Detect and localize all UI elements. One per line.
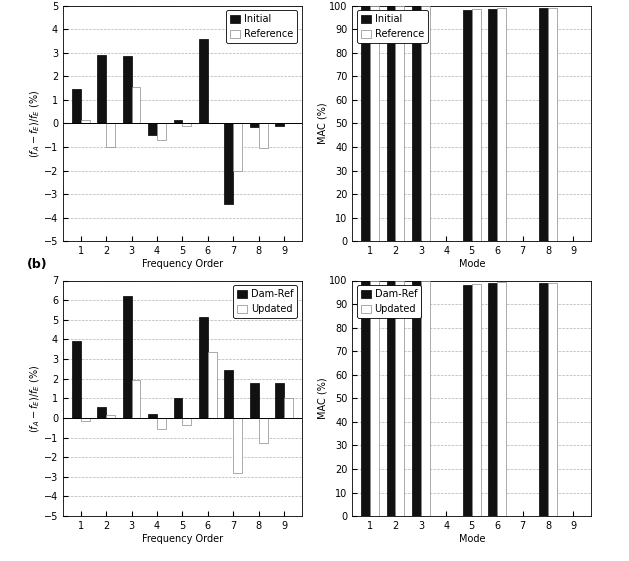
Bar: [208, 352, 217, 418]
X-axis label: Mode: Mode: [459, 259, 485, 269]
Bar: [412, 6, 421, 241]
Bar: [472, 284, 481, 516]
Bar: [225, 123, 233, 204]
Bar: [182, 123, 191, 126]
Bar: [72, 341, 81, 418]
Bar: [387, 280, 396, 516]
Bar: [370, 280, 379, 516]
Bar: [97, 55, 106, 123]
X-axis label: Frequency Order: Frequency Order: [142, 534, 223, 544]
Bar: [370, 6, 379, 241]
Legend: Dam-Ref, Updated: Dam-Ref, Updated: [357, 286, 421, 318]
Bar: [463, 285, 472, 516]
Bar: [72, 89, 81, 123]
Bar: [488, 9, 497, 241]
Bar: [396, 280, 404, 516]
Bar: [174, 398, 182, 418]
Y-axis label: MAC (%): MAC (%): [318, 103, 328, 144]
Bar: [157, 123, 166, 140]
Legend: Dam-Ref, Updated: Dam-Ref, Updated: [233, 286, 297, 318]
Bar: [131, 87, 140, 123]
Bar: [412, 280, 421, 516]
Bar: [548, 283, 557, 516]
X-axis label: Frequency Order: Frequency Order: [142, 259, 223, 269]
Bar: [539, 283, 548, 516]
Bar: [396, 6, 404, 241]
Bar: [174, 120, 182, 123]
Bar: [361, 6, 370, 241]
Bar: [250, 123, 259, 127]
Bar: [539, 8, 548, 241]
Bar: [199, 39, 208, 123]
Bar: [497, 8, 506, 241]
Bar: [284, 398, 293, 418]
Bar: [497, 282, 506, 516]
Bar: [81, 120, 89, 123]
Y-axis label: MAC (%): MAC (%): [318, 378, 328, 419]
Legend: Initial, Reference: Initial, Reference: [226, 11, 297, 43]
Bar: [148, 414, 157, 418]
Bar: [488, 283, 497, 516]
Bar: [233, 123, 242, 171]
Y-axis label: $(f_A-f_E)/f_E$ (%): $(f_A-f_E)/f_E$ (%): [29, 89, 42, 158]
Legend: Initial, Reference: Initial, Reference: [357, 11, 428, 43]
Bar: [123, 296, 131, 418]
Bar: [106, 415, 115, 418]
Bar: [276, 383, 284, 418]
Text: (b): (b): [27, 258, 48, 271]
Bar: [123, 56, 131, 123]
Bar: [421, 6, 430, 241]
Bar: [421, 280, 430, 516]
Bar: [250, 383, 259, 418]
Bar: [472, 9, 481, 241]
Bar: [233, 418, 242, 473]
Bar: [131, 380, 140, 418]
Bar: [106, 123, 115, 147]
X-axis label: Mode: Mode: [459, 534, 485, 544]
Bar: [182, 418, 191, 425]
Bar: [259, 123, 267, 148]
Bar: [97, 407, 106, 418]
Bar: [387, 6, 396, 241]
Bar: [548, 8, 557, 241]
Bar: [157, 418, 166, 429]
Bar: [225, 370, 233, 418]
Bar: [81, 418, 89, 421]
Bar: [361, 280, 370, 516]
Bar: [463, 10, 472, 241]
Bar: [148, 123, 157, 135]
Bar: [259, 418, 267, 443]
Y-axis label: $(f_A-f_E)/f_E$ (%): $(f_A-f_E)/f_E$ (%): [29, 364, 42, 433]
Bar: [199, 317, 208, 418]
Bar: [276, 123, 284, 126]
